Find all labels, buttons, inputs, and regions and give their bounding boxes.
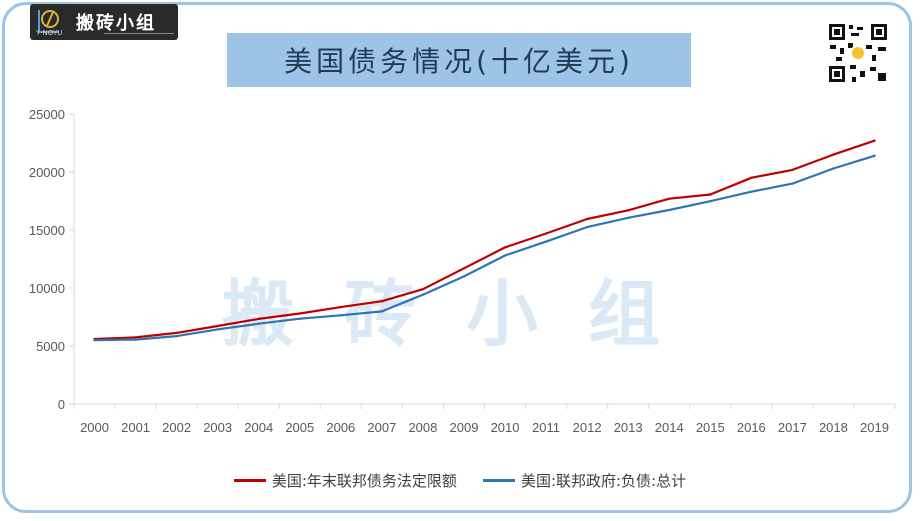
x-tick-label: 2011 xyxy=(532,420,560,435)
data-point-s1 xyxy=(503,246,507,249)
x-tick-label: 2013 xyxy=(614,420,643,435)
data-point-s2 xyxy=(585,225,589,229)
slide-frame xyxy=(2,2,912,513)
x-tick-label: 2006 xyxy=(326,420,355,435)
legend-label: 美国:年末联邦债务法定限额 xyxy=(271,472,457,490)
y-tick-label: 15000 xyxy=(29,223,65,238)
data-point-s2 xyxy=(421,293,425,296)
x-tick-label: 2019 xyxy=(860,420,889,435)
x-tick-label: 2002 xyxy=(162,420,191,435)
brand-divider xyxy=(104,33,174,34)
brand-logo: 搬砖小组 Y NOYU xyxy=(30,4,178,40)
data-point-s1 xyxy=(421,287,425,291)
x-tick-label: 2007 xyxy=(367,420,396,435)
data-point-s2 xyxy=(462,275,466,278)
data-point-s1 xyxy=(585,217,589,221)
x-tick-label: 2009 xyxy=(450,420,479,435)
data-point-s2 xyxy=(298,317,301,320)
data-point-s1 xyxy=(175,331,178,335)
x-tick-label: 2008 xyxy=(408,420,437,435)
data-point-s2 xyxy=(750,190,753,193)
data-point-s1 xyxy=(298,312,301,315)
legend-swatch xyxy=(233,479,266,482)
data-point-s1 xyxy=(626,209,630,212)
brand-mark-icon xyxy=(38,10,59,33)
x-tick-label: 2001 xyxy=(121,420,150,435)
brand-name: 搬砖小组 xyxy=(76,13,156,34)
series-line-2 xyxy=(93,154,876,342)
legend-label: 美国:联邦政府:负债:总计 xyxy=(520,472,687,490)
y-tick-label: 0 xyxy=(58,397,65,412)
x-tick-label: 2014 xyxy=(655,420,684,435)
data-point-s2 xyxy=(709,200,712,203)
data-point-s2 xyxy=(832,167,835,170)
data-point-s2 xyxy=(216,328,219,331)
x-tick-label: 2004 xyxy=(244,420,273,435)
data-point-s1 xyxy=(668,197,671,200)
chart-legend: 美国:年末联邦债务法定限额 美国:联邦政府:负债:总计 xyxy=(0,470,920,491)
chart-title: 美国债务情况(十亿美元) xyxy=(284,45,634,78)
x-tick-label: 2003 xyxy=(203,420,232,435)
qr-code-icon xyxy=(826,21,890,85)
data-point-s1 xyxy=(832,153,835,156)
data-point-s1 xyxy=(257,317,260,321)
data-point-s2 xyxy=(503,254,507,257)
data-point-s2 xyxy=(544,240,548,243)
data-point-s2 xyxy=(175,334,178,338)
x-tick-label: 2010 xyxy=(491,420,520,435)
data-point-s2 xyxy=(339,314,343,317)
legend-item-1: 美国:年末联邦债务法定限额 xyxy=(233,470,457,491)
legend-item-2: 美国:联邦政府:负债:总计 xyxy=(482,470,687,491)
data-point-s1 xyxy=(750,176,753,179)
chart-title-banner: 美国债务情况(十亿美元) xyxy=(227,33,691,87)
x-tick-label: 2017 xyxy=(778,420,807,435)
x-tick-label: 2012 xyxy=(573,420,602,435)
x-tick-label: 2005 xyxy=(285,420,314,435)
data-point-s2 xyxy=(93,339,96,342)
y-tick-label: 20000 xyxy=(29,165,65,180)
x-tick-label: 2016 xyxy=(737,420,766,435)
data-point-s2 xyxy=(380,310,384,313)
data-point-s2 xyxy=(791,182,794,185)
series-line-1 xyxy=(93,139,876,341)
data-point-s2 xyxy=(873,154,876,157)
x-tick-label: 2000 xyxy=(80,420,109,435)
data-point-s1 xyxy=(380,300,384,303)
y-tick-label: 5000 xyxy=(36,339,65,354)
data-point-s1 xyxy=(462,267,466,270)
brand-subtext: Y NOYU xyxy=(36,29,63,37)
data-point-s2 xyxy=(257,322,260,325)
data-point-s1 xyxy=(709,193,712,196)
data-point-s2 xyxy=(668,208,671,212)
legend-swatch xyxy=(482,479,515,482)
x-tick-label: 2018 xyxy=(819,420,848,435)
data-point-s1 xyxy=(216,324,219,328)
data-point-s2 xyxy=(626,216,630,220)
data-point-s1 xyxy=(873,139,876,142)
data-point-s1 xyxy=(791,168,794,172)
y-tick-label: 25000 xyxy=(29,107,65,122)
data-point-s2 xyxy=(134,338,137,341)
y-tick-label: 10000 xyxy=(29,281,65,296)
data-point-s1 xyxy=(544,232,548,235)
data-point-s1 xyxy=(339,305,343,309)
x-tick-label: 2015 xyxy=(696,420,725,435)
data-point-s1 xyxy=(134,336,137,339)
